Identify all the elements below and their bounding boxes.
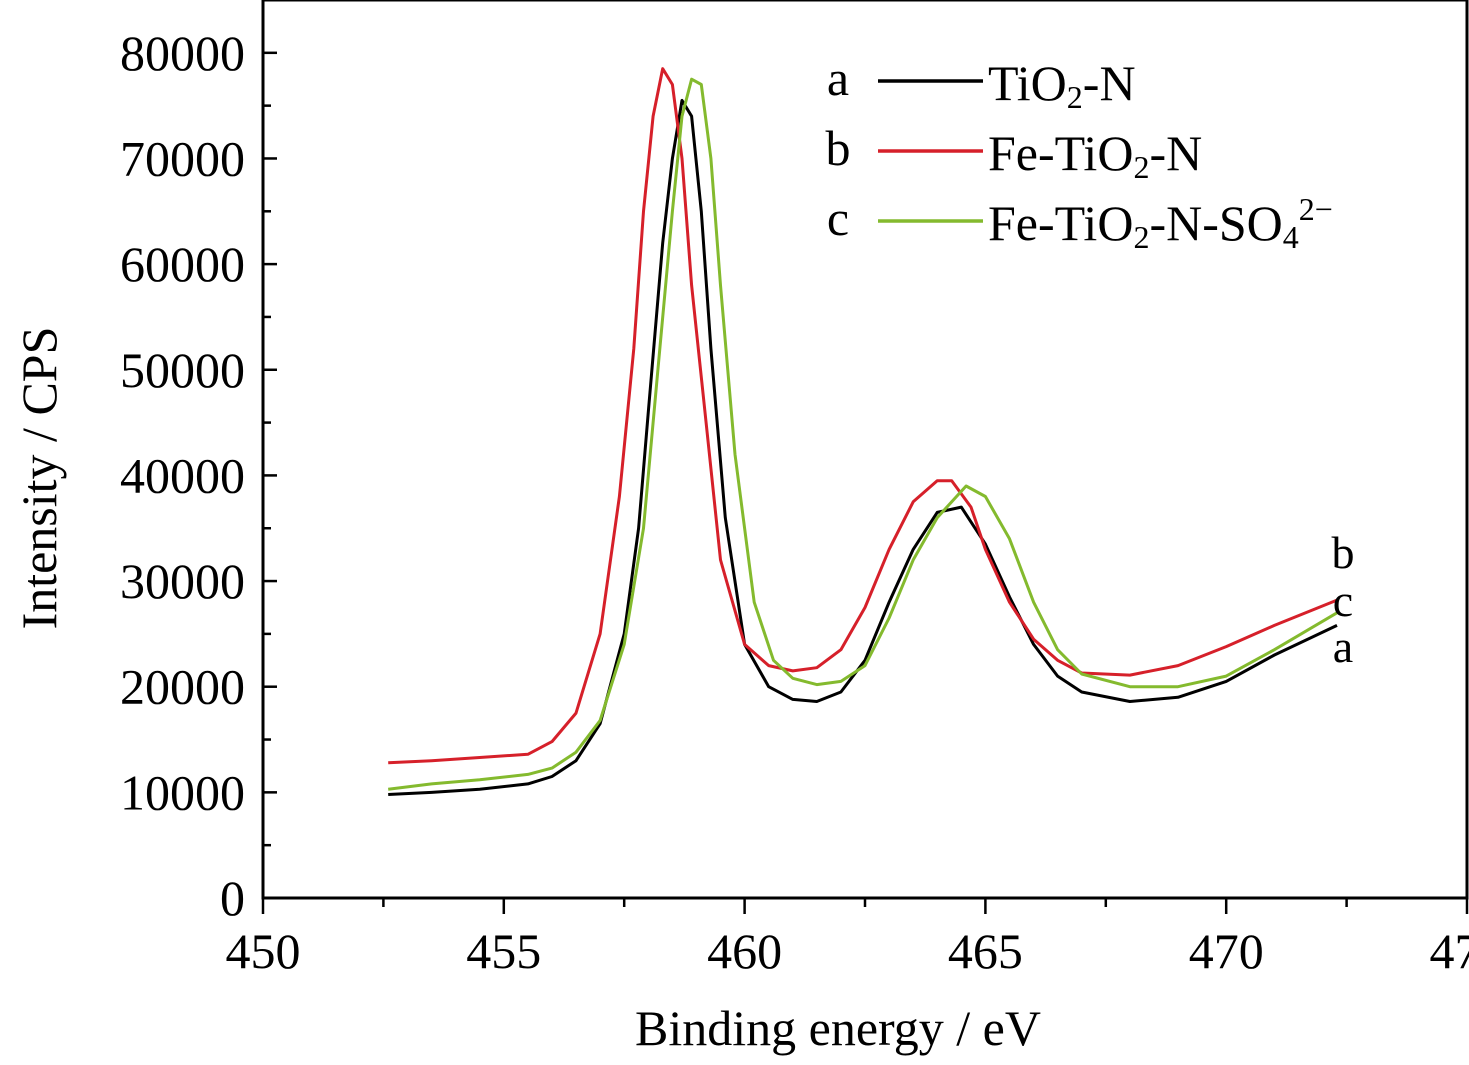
x-tick-label: 465 xyxy=(948,923,1023,979)
plot-frame xyxy=(261,0,1469,900)
y-tick-label: 70000 xyxy=(120,130,245,186)
legend-letter-c: c xyxy=(827,190,849,246)
y-tick-labels: 0 10000 20000 30000 40000 50000 60000 70000 8000… xyxy=(120,25,245,926)
x-tick-label: 455 xyxy=(466,923,541,979)
curve-label-a: a xyxy=(1333,621,1353,672)
series-lines xyxy=(388,67,1338,796)
y-tick-label: 50000 xyxy=(120,342,245,398)
legend-label-a: TiO2-N xyxy=(988,55,1136,115)
legend-label-c: Fe-TiO2-N-SO42− xyxy=(988,191,1333,255)
legend-letter-a: a xyxy=(827,50,849,106)
y-tick-label: 0 xyxy=(220,870,245,926)
x-axis-title: Binding energy / eV xyxy=(635,1000,1041,1056)
curve-label-c: c xyxy=(1333,575,1353,626)
x-tick-labels: 450 455 460 465 470 475 xyxy=(226,923,1469,979)
series-line-c xyxy=(388,77,1338,791)
y-tick-label: 40000 xyxy=(120,447,245,503)
x-tick-label: 470 xyxy=(1189,923,1264,979)
y-tick-label: 30000 xyxy=(120,553,245,609)
x-tick-label: 450 xyxy=(226,923,301,979)
axis-ticks xyxy=(261,0,1469,914)
curve-label-b: b xyxy=(1332,527,1355,578)
series-line-a xyxy=(388,98,1338,796)
y-axis-title: Intensity / CPS xyxy=(11,327,67,630)
legend-letter-b: b xyxy=(826,120,851,176)
x-tick-label: 460 xyxy=(707,923,782,979)
y-tick-label: 60000 xyxy=(120,236,245,292)
y-tick-label: 10000 xyxy=(120,764,245,820)
y-tick-label: 80000 xyxy=(120,25,245,81)
curve-end-labels: abc xyxy=(1332,527,1355,672)
legend: a TiO2-N b Fe-TiO2-N c Fe-TiO2-N-SO42− xyxy=(826,50,1333,255)
legend-label-b: Fe-TiO2-N xyxy=(988,125,1202,185)
x-tick-label: 475 xyxy=(1430,923,1469,979)
y-tick-label: 20000 xyxy=(120,659,245,715)
